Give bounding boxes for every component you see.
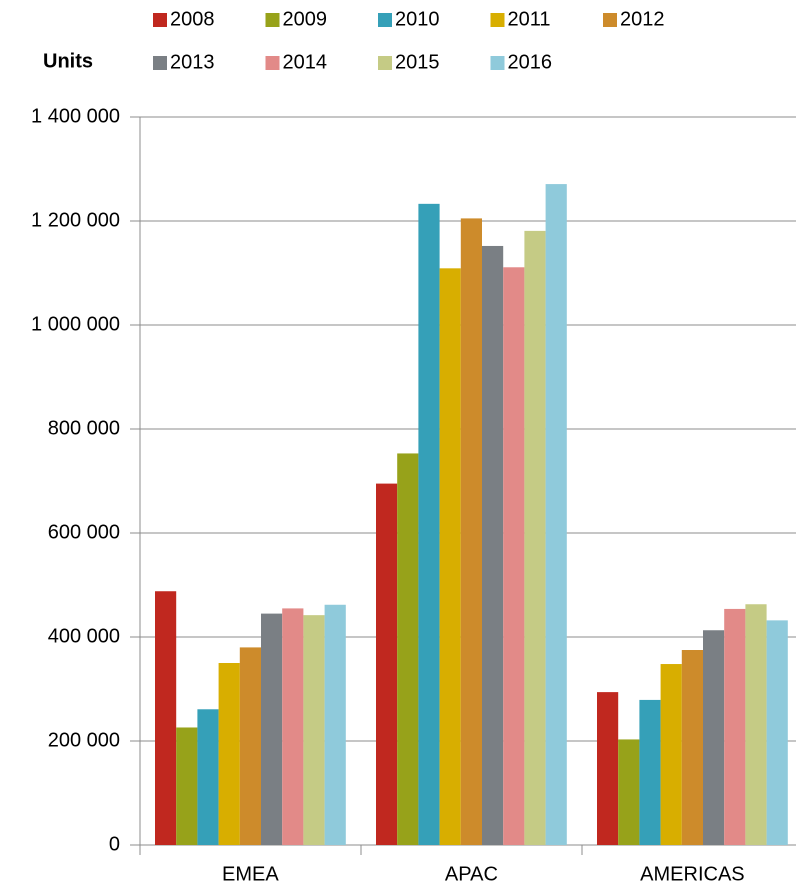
- bar: [482, 245, 504, 845]
- x-tick-label: APAC: [445, 863, 498, 885]
- y-tick-label: 600 000: [48, 521, 120, 543]
- legend-label: 2012: [620, 8, 665, 30]
- bar: [460, 218, 482, 845]
- bar: [597, 692, 619, 845]
- legend-swatch: [265, 13, 280, 27]
- legend-label: 2009: [283, 8, 328, 30]
- bar: [618, 739, 640, 845]
- legend-swatch: [490, 13, 505, 27]
- legend-label: 2013: [170, 51, 215, 73]
- bar: [745, 604, 767, 845]
- bar: [176, 727, 198, 845]
- x-tick-label: EMEA: [222, 863, 279, 885]
- bar: [239, 647, 261, 845]
- bar: [545, 184, 567, 845]
- legend-swatch: [153, 56, 167, 70]
- bar: [703, 630, 725, 845]
- y-tick-label: 200 000: [48, 729, 120, 751]
- bar: [376, 483, 398, 845]
- legend-swatch: [378, 13, 392, 27]
- legend-label: 2011: [508, 8, 551, 30]
- bar: [218, 663, 240, 845]
- bar: [439, 268, 461, 845]
- bar: [261, 613, 283, 845]
- legend-label: 2010: [395, 8, 440, 30]
- bar: [524, 230, 546, 845]
- bar: [197, 709, 219, 845]
- y-tick-label: 400 000: [48, 625, 120, 647]
- bar: [503, 267, 525, 845]
- legend-label: 2014: [283, 51, 328, 73]
- y-tick-label: 0: [109, 833, 120, 855]
- bar: [303, 615, 325, 845]
- legend-swatch: [265, 56, 280, 70]
- bar: [724, 608, 746, 845]
- y-tick-label: 800 000: [48, 417, 120, 439]
- y-tick-label: 1 400 000: [31, 105, 120, 127]
- bar: [397, 453, 419, 845]
- legend-swatch: [378, 56, 392, 70]
- bar: [418, 203, 440, 846]
- bar: [282, 608, 304, 845]
- bar: [155, 591, 177, 845]
- x-tick-label: AMERICAS: [640, 863, 744, 885]
- bar: [681, 650, 703, 845]
- legend-swatch: [153, 13, 167, 27]
- legend-label: 2008: [170, 8, 215, 30]
- bar: [639, 699, 661, 845]
- legend-label: 2015: [395, 51, 440, 73]
- legend-label: 2016: [508, 51, 553, 73]
- y-tick-label: 1 000 000: [31, 313, 120, 335]
- y-tick-label: 1 200 000: [31, 209, 120, 231]
- bar: [766, 620, 788, 845]
- legend-swatch: [490, 56, 505, 70]
- bar: [660, 664, 682, 845]
- bar: [324, 604, 346, 845]
- y-axis-label: Units: [43, 50, 93, 72]
- legend-swatch: [603, 13, 617, 27]
